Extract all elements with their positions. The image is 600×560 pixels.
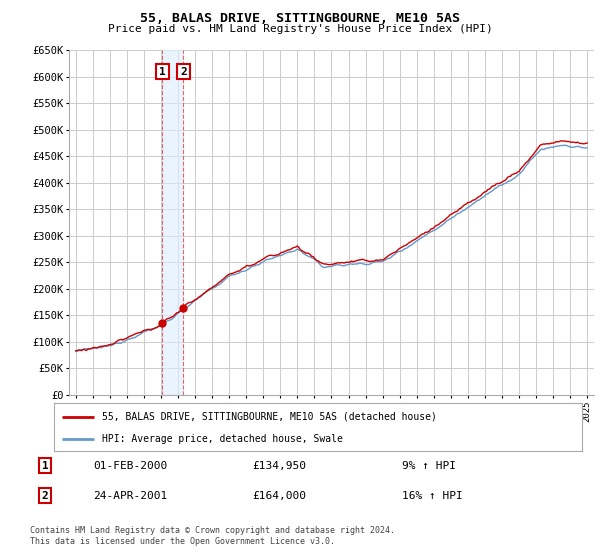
Text: Price paid vs. HM Land Registry's House Price Index (HPI): Price paid vs. HM Land Registry's House … (107, 24, 493, 34)
Text: £134,950: £134,950 (252, 461, 306, 471)
Text: 01-FEB-2000: 01-FEB-2000 (93, 461, 167, 471)
Text: 55, BALAS DRIVE, SITTINGBOURNE, ME10 5AS: 55, BALAS DRIVE, SITTINGBOURNE, ME10 5AS (140, 12, 460, 25)
Bar (163, 50, 184, 395)
Text: 24-APR-2001: 24-APR-2001 (93, 491, 167, 501)
Text: 2: 2 (180, 67, 187, 77)
Text: 9% ↑ HPI: 9% ↑ HPI (402, 461, 456, 471)
Text: Contains HM Land Registry data © Crown copyright and database right 2024.
This d: Contains HM Land Registry data © Crown c… (30, 526, 395, 546)
Text: 2: 2 (41, 491, 49, 501)
Text: HPI: Average price, detached house, Swale: HPI: Average price, detached house, Swal… (101, 434, 343, 444)
Text: 55, BALAS DRIVE, SITTINGBOURNE, ME10 5AS (detached house): 55, BALAS DRIVE, SITTINGBOURNE, ME10 5AS… (101, 412, 436, 422)
Text: 16% ↑ HPI: 16% ↑ HPI (402, 491, 463, 501)
Text: 1: 1 (41, 461, 49, 471)
Text: 1: 1 (159, 67, 166, 77)
Text: £164,000: £164,000 (252, 491, 306, 501)
